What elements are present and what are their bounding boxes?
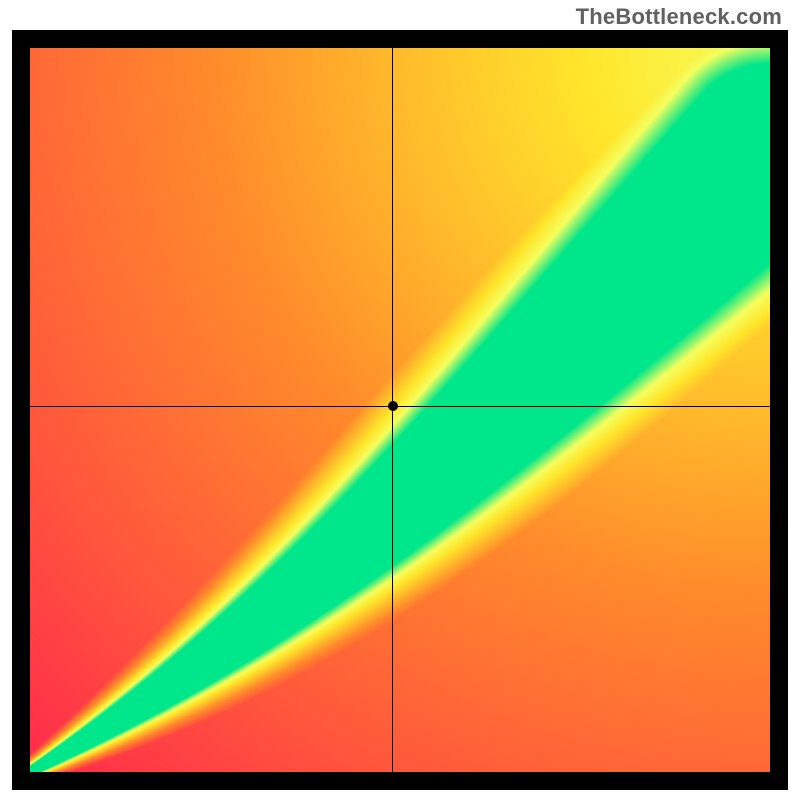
crosshair-marker <box>388 401 398 411</box>
chart-frame <box>12 30 788 790</box>
watermark-text: TheBottleneck.com <box>576 4 782 30</box>
crosshair-horizontal <box>30 406 770 407</box>
bottleneck-heatmap <box>30 48 770 772</box>
